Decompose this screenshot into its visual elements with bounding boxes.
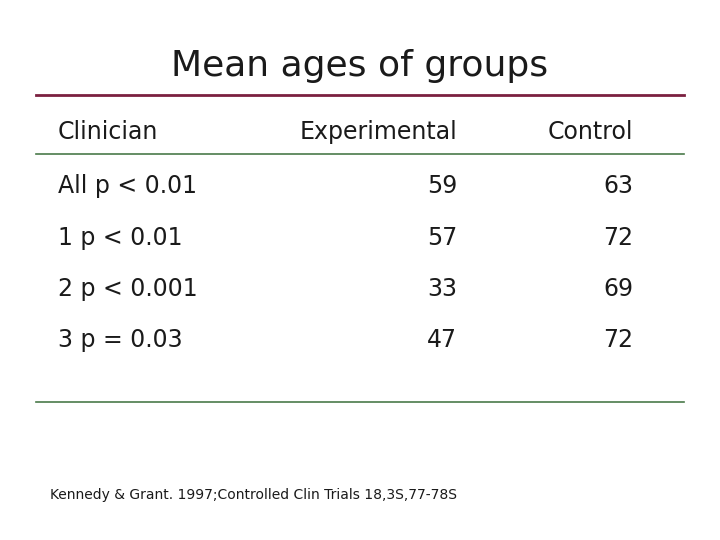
Text: Kennedy & Grant. 1997;Controlled Clin Trials 18,3S,77-78S: Kennedy & Grant. 1997;Controlled Clin Tr… xyxy=(50,488,457,502)
Text: 3 p = 0.03: 3 p = 0.03 xyxy=(58,328,182,352)
Text: 33: 33 xyxy=(427,277,457,301)
Text: 47: 47 xyxy=(427,328,457,352)
Text: 63: 63 xyxy=(603,174,634,198)
Text: Clinician: Clinician xyxy=(58,120,158,144)
Text: 2 p < 0.001: 2 p < 0.001 xyxy=(58,277,197,301)
Text: Experimental: Experimental xyxy=(300,120,457,144)
Text: 57: 57 xyxy=(427,226,457,249)
Text: 72: 72 xyxy=(603,226,634,249)
Text: 1 p < 0.01: 1 p < 0.01 xyxy=(58,226,182,249)
Text: 59: 59 xyxy=(427,174,457,198)
Text: All p < 0.01: All p < 0.01 xyxy=(58,174,197,198)
Text: Mean ages of groups: Mean ages of groups xyxy=(171,49,549,83)
Text: Control: Control xyxy=(548,120,634,144)
Text: 69: 69 xyxy=(603,277,634,301)
Text: 72: 72 xyxy=(603,328,634,352)
